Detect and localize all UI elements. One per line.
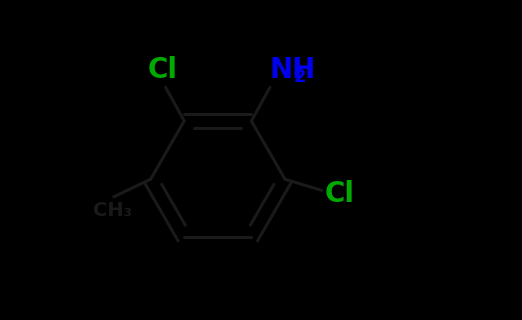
Text: CH₃: CH₃: [93, 201, 132, 220]
Text: 2: 2: [293, 68, 306, 86]
Text: Cl: Cl: [147, 56, 177, 84]
Text: NH: NH: [269, 56, 316, 84]
Text: Cl: Cl: [324, 180, 354, 208]
